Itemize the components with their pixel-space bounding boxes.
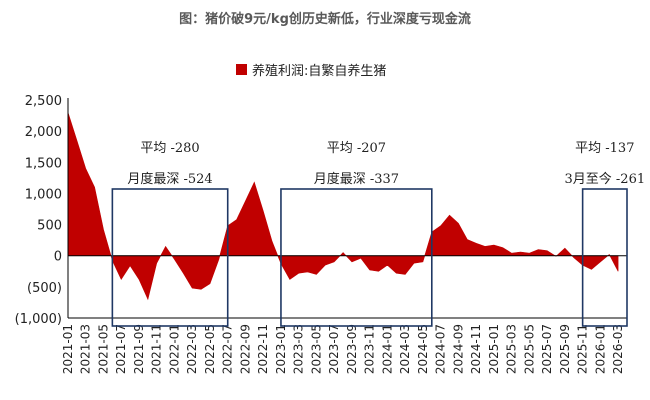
x-tick-label: 2024-03 bbox=[398, 324, 412, 374]
y-tick-label: 500 bbox=[37, 219, 62, 234]
x-tick-label: 2023-01 bbox=[274, 324, 288, 374]
x-tick-label: 2022-03 bbox=[185, 324, 199, 374]
x-tick-label: 2021-05 bbox=[96, 324, 110, 374]
x-tick-label: 2022-05 bbox=[203, 324, 217, 374]
x-tick-label: 2026-01 bbox=[593, 324, 607, 374]
y-tick-label: (500) bbox=[27, 281, 62, 296]
chart-title: 图：猪价破9元/kg创历史新低，行业深度亏现金流 bbox=[179, 12, 471, 27]
annotation-box bbox=[111, 188, 229, 327]
legend-label: 养殖利润:自繁自养生猪 bbox=[252, 63, 386, 79]
x-tick-label: 2023-07 bbox=[327, 324, 341, 374]
x-tick-label: 2023-03 bbox=[292, 324, 306, 374]
x-tick-label: 2024-07 bbox=[434, 324, 448, 374]
x-tick-label: 2021-01 bbox=[61, 324, 75, 374]
x-axis-ticks: 2021-01 2021-03 2021-05 2021-07 2021-09 2021-… bbox=[61, 324, 625, 374]
x-tick-label: 2025-05 bbox=[522, 324, 536, 374]
x-tick-label: 2026-03 bbox=[611, 324, 625, 374]
legend: 养殖利润:自繁自养生猪 bbox=[236, 63, 386, 79]
area-series bbox=[67, 112, 619, 301]
x-tick-label: 2025-01 bbox=[487, 324, 501, 374]
y-tick-label: 2,000 bbox=[25, 125, 62, 140]
annotation-box bbox=[280, 188, 433, 327]
x-tick-label: 2021-03 bbox=[79, 324, 93, 374]
annotation-deepest: 月度最深 -337 bbox=[314, 171, 399, 187]
x-tick-label: 2023-05 bbox=[309, 324, 323, 374]
annotation-average: 平均 -207 bbox=[327, 141, 386, 156]
area-layer bbox=[67, 112, 619, 301]
x-tick-label: 2024-09 bbox=[451, 324, 465, 374]
y-tick-label: 1,500 bbox=[25, 156, 62, 171]
x-tick-label: 2024-01 bbox=[380, 324, 394, 374]
x-tick-label: 2022-07 bbox=[221, 324, 235, 374]
x-tick-label: 2021-09 bbox=[132, 324, 146, 374]
axis-layer bbox=[67, 98, 627, 319]
x-tick-label: 2022-11 bbox=[256, 324, 270, 374]
annotation-layer: 平均 -280 月度最深 -524 平均 -207 月度最深 -337 平均 -137 3… bbox=[111, 141, 646, 327]
x-tick-label: 2025-11 bbox=[576, 324, 590, 374]
annotation-deepest: 月度最深 -524 bbox=[127, 171, 212, 187]
y-tick-label: 1,000 bbox=[25, 187, 62, 202]
x-tick-label: 2024-11 bbox=[469, 324, 483, 374]
x-tick-label: 2025-09 bbox=[558, 324, 572, 374]
y-axis-ticks: 2,500 2,000 1,500 1,000 500 0 (500) (1,000) bbox=[15, 94, 62, 327]
y-tick-label: (1,000) bbox=[15, 312, 62, 327]
y-tick-label: 2,500 bbox=[25, 94, 62, 109]
x-tick-label: 2022-09 bbox=[238, 324, 252, 374]
annotation-box bbox=[581, 188, 628, 327]
x-tick-label: 2022-01 bbox=[167, 324, 181, 374]
x-tick-label: 2021-07 bbox=[114, 324, 128, 374]
annotation-average: 平均 -137 bbox=[575, 141, 634, 156]
x-tick-label: 2024-05 bbox=[416, 324, 430, 374]
annotation-average: 平均 -280 bbox=[140, 141, 199, 156]
x-tick-label: 2021-11 bbox=[150, 324, 164, 374]
legend-swatch bbox=[236, 64, 247, 75]
x-tick-label: 2025-07 bbox=[540, 324, 554, 374]
x-tick-label: 2023-09 bbox=[345, 324, 359, 374]
annotation-deepest: 3月至今 -261 bbox=[565, 171, 646, 187]
y-tick-label: 0 bbox=[54, 250, 62, 265]
x-tick-label: 2025-03 bbox=[505, 324, 519, 374]
x-tick-label: 2023-11 bbox=[363, 324, 377, 374]
